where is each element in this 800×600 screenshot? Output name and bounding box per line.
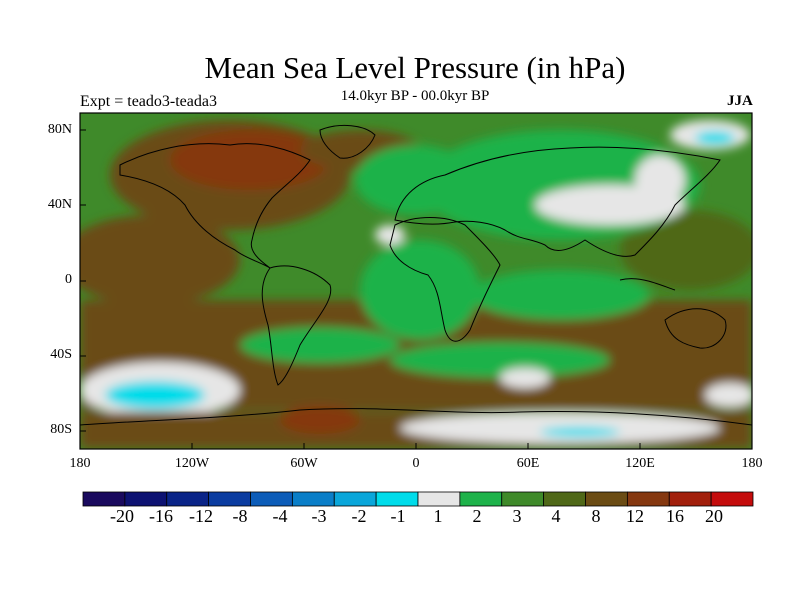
colorbar-label: 12 [626,506,644,526]
coast-maritime-continent [619,278,676,291]
colorbar-swatch [333,491,377,507]
field-south-atlantic [360,240,480,340]
colorbar-label: -20 [110,506,134,526]
colorbar [82,491,754,507]
colorbar-swatch [543,491,586,507]
colorbar-label: -1 [390,506,406,526]
field-antarctic-max [280,406,360,434]
axis-ticks [79,129,753,449]
colorbar-label: 2 [472,506,482,526]
field-arctic-negative [695,131,735,145]
field-indian-near-zero [500,368,550,388]
field-southern-green [390,342,610,378]
coast-africa [389,217,501,342]
x-tick-label-0: 0 [412,456,420,471]
field-tasman-near-zero [705,383,752,407]
y-tick-label-40s: 40S [50,347,72,362]
y-tick-label-40n: 40N [47,197,72,212]
coast-south-america [261,265,332,386]
colorbar-label: -2 [351,506,367,526]
pressure-field [80,113,752,449]
x-tick-label-60e: 60E [516,456,540,471]
colorbar-swatch [585,491,628,507]
colorbar-label: -16 [149,506,173,526]
colorbar-label: -12 [189,506,213,526]
field-sahara-near-zero [375,225,405,245]
colorbar-swatch [208,491,251,507]
colorbar-label: -8 [232,506,248,526]
chart-title: Mean Sea Level Pressure (in hPa) [204,50,626,85]
field-east-antarctic-negative [540,427,620,437]
y-tick-label-80s: 80S [50,422,72,437]
field-south-pacific-negative [105,381,205,409]
field-north-america-core [170,130,330,190]
coast-greenland [319,124,376,159]
coast-north-america [119,143,311,269]
field-west-pacific [620,210,752,290]
field-east-asia-near-zero [635,155,685,205]
colorbar-swatch [291,491,335,507]
coast-australia [664,308,727,349]
time-range-subtitle: 14.0kyr BP - 00.0kyr BP [340,88,490,104]
coastlines [80,124,752,426]
colorbar-label: 8 [591,506,601,526]
colorbar-label: 20 [705,506,723,526]
y-tick-label-80n: 80N [47,122,72,137]
colorbar-swatch [250,491,293,507]
colorbar-swatch [668,491,712,507]
colorbar-swatch [417,491,461,507]
colorbar-label: -3 [311,506,327,526]
colorbar-label: 3 [512,506,522,526]
experiment-label: Expt = teado3-teada3 [80,93,217,110]
season-label: JJA [727,93,753,109]
colorbar-swatch [710,491,754,507]
coast-antarctica [80,408,752,426]
colorbar-swatch [82,491,126,507]
x-tick-label-120e: 120E [625,456,655,471]
x-tick-label-180w: 180 [69,456,91,471]
colorbar-swatch [626,491,670,507]
field-south-america-green [240,327,400,363]
colorbar-label: 16 [666,506,684,526]
colorbar-label: 4 [551,506,561,526]
colorbar-swatch [375,491,419,507]
field-indian-ocean [470,270,650,320]
x-tick-label-120w: 120W [174,456,210,471]
colorbar-swatch [124,491,168,507]
coast-eurasia [394,146,721,257]
colorbar-label: -4 [272,506,288,526]
colorbar-swatch [501,491,545,507]
colorbar-label: 1 [433,506,443,526]
x-tick-label-180e: 180 [741,456,763,471]
field-pacific-brown [80,215,240,305]
colorbar-swatch [166,491,210,507]
colorbar-swatch [459,491,503,507]
x-tick-label-60w: 60W [290,456,318,471]
y-tick-label-equator: 0 [65,272,72,287]
